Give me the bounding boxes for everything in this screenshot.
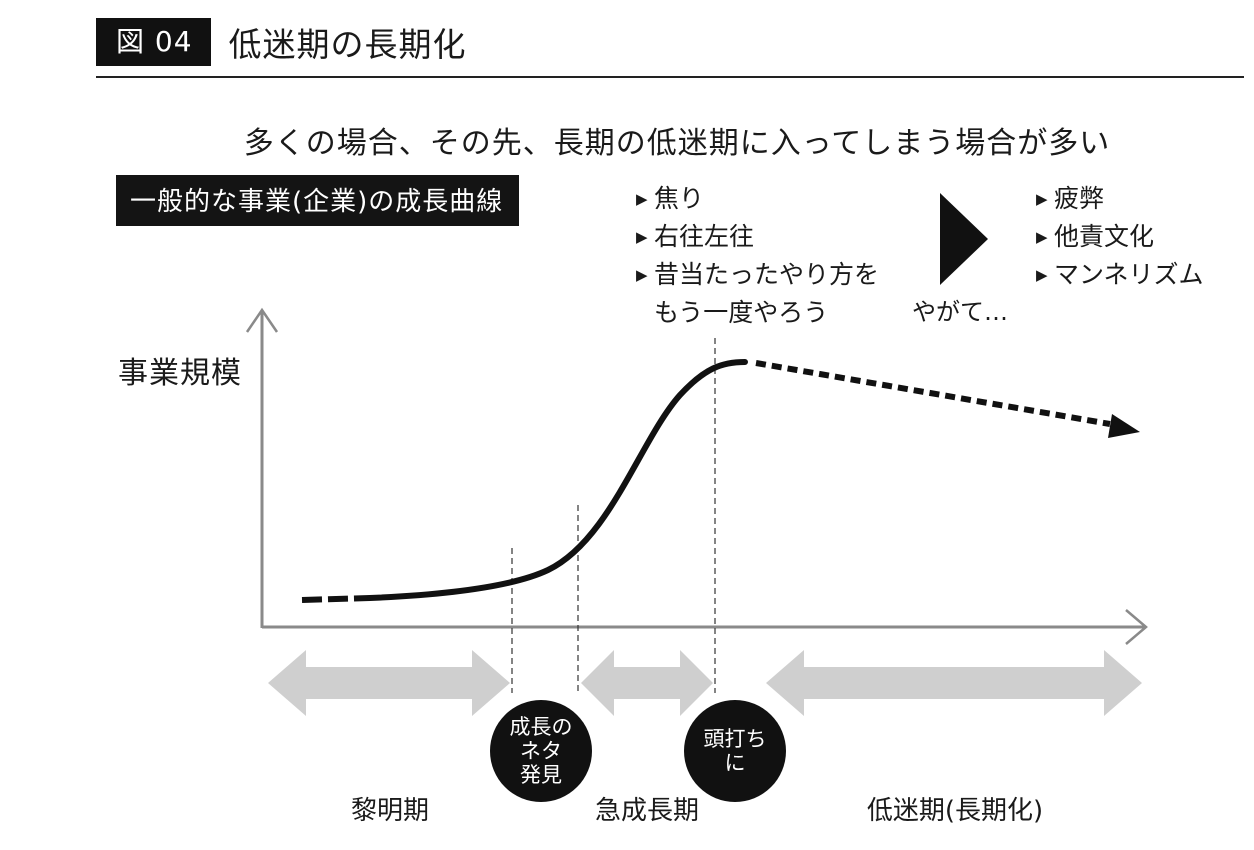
phase-label-dawn: 黎明期 [350,796,429,826]
triangle-bullet-icon: ▶ [636,266,648,284]
curve-dawn-dashed [301,595,371,603]
symptom-item: ▶ 右往左往 [636,218,879,256]
symptom-item: ▶ マンネリズム [1036,256,1204,294]
symptom-item: ▶ 他責文化 [1036,218,1204,256]
phase-label-decline: 低迷期(長期化) [866,796,1044,826]
marker-line: 成長の [509,715,573,739]
transition-arrow-icon [940,193,988,285]
triangle-bullet-icon: ▶ [636,190,648,208]
symptom-item: ▶ 昔当たったやり方を [636,256,879,294]
phase-label-growth: 急成長期 [594,796,699,826]
x-axis-arrow-icon [1125,609,1148,645]
phase-arrow-dawn [268,650,510,716]
figure-title: 低迷期の長期化 [228,25,467,64]
marker-line: 頭打ち [703,727,767,751]
headline: 多くの場合、その先、長期の低迷期に入ってしまう場合が多い [243,126,1111,161]
growth-curve [367,359,748,601]
marker-line: ネタ [520,739,562,763]
triangle-bullet-icon: ▶ [1036,266,1048,284]
symptom-item: ▶ 焦り [636,180,879,218]
figure-number-badge: 図 04 [96,18,211,66]
phase-arrow-decline [766,650,1142,716]
header-divider [96,76,1244,78]
symptom-item: ▶ 疲弊 [1036,180,1204,218]
phase-arrow-growth [581,650,713,716]
marker-line: に [724,751,746,775]
symptom-item-continuation: もう一度やろう [654,298,829,327]
triangle-bullet-icon: ▶ [636,228,648,246]
triangle-bullet-icon: ▶ [1036,228,1048,246]
marker-plateau: 頭打ち に [684,700,786,802]
marker-line: 発見 [520,763,562,787]
curve-label: 一般的な事業(企業)の成長曲線 [116,175,520,226]
marker-growth-seed: 成長の ネタ 発見 [490,700,592,802]
decline-arrowhead-icon [1108,414,1140,438]
symptoms-after-list: ▶ 疲弊 ▶ 他責文化 ▶ マンネリズム [1036,180,1204,294]
transition-text: やがて… [912,298,1008,326]
figure-header: 図 04 低迷期の長期化 [96,18,467,66]
triangle-bullet-icon: ▶ [1036,190,1048,208]
decline-curve-dashed [755,360,1111,427]
y-axis-arrow-icon [245,307,279,333]
y-axis-label: 事業規模 [118,356,242,391]
symptoms-before-list: ▶ 焦り ▶ 右往左往 ▶ 昔当たったやり方を もう一度やろう [636,180,879,332]
